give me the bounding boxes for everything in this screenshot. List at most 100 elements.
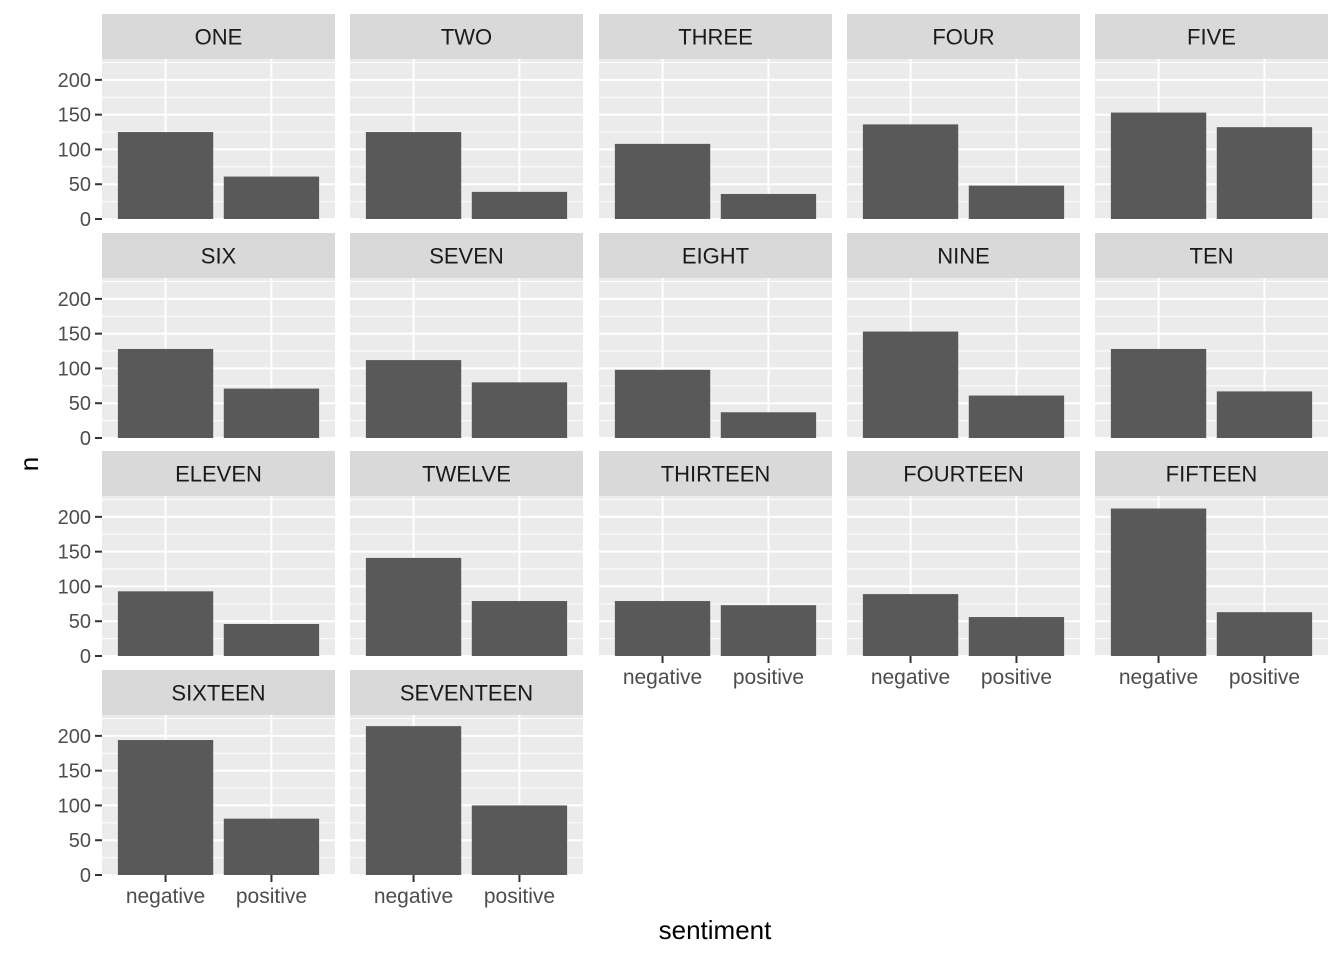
bar-negative: [117, 591, 214, 656]
facet-strip-label: NINE: [937, 244, 990, 269]
bar-positive: [471, 382, 568, 438]
facet-strip-label: FOUR: [932, 25, 994, 50]
bar-positive: [471, 601, 568, 656]
y-tick-label: 0: [80, 646, 91, 668]
bar-positive: [1216, 127, 1313, 219]
bar-negative: [862, 594, 959, 656]
facet-strip-label: ONE: [195, 25, 243, 50]
x-tick-label: negative: [374, 885, 453, 908]
x-tick-label: positive: [484, 885, 555, 908]
y-tick-label: 100: [58, 139, 91, 161]
facet-sixteen: SIXTEEN 0 50 100 150 200 negative positive: [58, 670, 335, 908]
y-tick-label: 50: [69, 611, 91, 633]
facet-strip: [1095, 14, 1328, 59]
y-tick-label: 100: [58, 358, 91, 380]
y-tick-label: 200: [58, 726, 91, 748]
y-tick-label: 150: [58, 761, 91, 783]
facet-strip-label: SEVENTEEN: [400, 681, 533, 706]
y-tick-label: 0: [80, 428, 91, 450]
bar-positive: [968, 617, 1065, 656]
facet-strip: [350, 233, 583, 278]
y-tick-label: 100: [58, 795, 91, 817]
facet-eight: EIGHT: [599, 233, 832, 439]
bar-negative: [365, 557, 462, 656]
y-tick-label: 150: [58, 324, 91, 346]
facet-twelve: TWELVE: [350, 451, 583, 657]
facet-strip-label: FIFTEEN: [1166, 462, 1258, 487]
bar-positive: [968, 395, 1065, 438]
x-tick-label: positive: [981, 666, 1052, 689]
facet-strip: [847, 233, 1080, 278]
facet-strip-label: ELEVEN: [175, 462, 262, 487]
facet-eleven: ELEVEN 0 50 100 150 200: [58, 451, 335, 668]
facet-three: THREE: [599, 14, 832, 220]
facet-strip: [350, 14, 583, 59]
facet-strip-label: SIXTEEN: [171, 681, 265, 706]
bar-positive: [720, 412, 817, 438]
facet-nine: NINE: [847, 233, 1080, 439]
facet-strip-label: EIGHT: [682, 244, 749, 269]
facet-seventeen: SEVENTEEN negative positive: [350, 670, 583, 908]
bar-negative: [117, 132, 214, 219]
bar-positive: [968, 185, 1065, 219]
y-tick-label: 50: [69, 393, 91, 415]
facet-strip: [599, 451, 832, 496]
facet-strip-label: TEN: [1190, 244, 1234, 269]
facet-strip-label: SEVEN: [429, 244, 504, 269]
facet-strip: [1095, 233, 1328, 278]
facet-strip: [847, 451, 1080, 496]
facet-strip-label: THREE: [678, 25, 753, 50]
facet-strip: [599, 233, 832, 278]
bar-positive: [720, 605, 817, 656]
bar-positive: [223, 388, 320, 438]
facet-strip: [102, 14, 335, 59]
x-tick-label: positive: [733, 666, 804, 689]
facet-strip: [102, 451, 335, 496]
facet-thirteen: THIRTEEN negative positive: [599, 451, 832, 689]
bar-negative: [862, 331, 959, 438]
x-tick-label: negative: [1119, 666, 1198, 689]
y-tick-label: 200: [58, 507, 91, 529]
facet-strip: [1095, 451, 1328, 496]
facet-strip: [847, 14, 1080, 59]
facet-strip: [350, 670, 583, 715]
y-tick-label: 50: [69, 830, 91, 852]
bar-positive: [223, 176, 320, 219]
bar-negative: [614, 601, 711, 656]
x-tick-label: negative: [126, 885, 205, 908]
bar-negative: [365, 360, 462, 438]
facet-strip: [350, 451, 583, 496]
facet-strip-label: THIRTEEN: [661, 462, 771, 487]
bar-negative: [117, 740, 214, 875]
x-tick-label: negative: [623, 666, 702, 689]
bar-positive: [1216, 391, 1313, 438]
y-tick-label: 0: [80, 209, 91, 231]
facet-strip-label: FOURTEEN: [903, 462, 1024, 487]
bar-negative: [365, 132, 462, 219]
y-tick-label: 50: [69, 174, 91, 196]
bar-negative: [614, 143, 711, 219]
y-tick-label: 0: [80, 865, 91, 887]
bar-negative: [117, 348, 214, 438]
facet-ten: TEN: [1095, 233, 1328, 439]
facet-fourteen: FOURTEEN negative positive: [847, 451, 1080, 689]
bar-negative: [614, 369, 711, 438]
bar-positive: [471, 191, 568, 219]
facet-strip-label: FIVE: [1187, 25, 1236, 50]
facet-two: TWO: [350, 14, 583, 220]
facet-strip: [599, 14, 832, 59]
x-tick-label: negative: [871, 666, 950, 689]
facet-strip-label: TWO: [441, 25, 492, 50]
y-tick-label: 150: [58, 105, 91, 127]
bar-positive: [223, 818, 320, 875]
facet-strip: [102, 233, 335, 278]
facet-five: FIVE: [1095, 14, 1328, 220]
bar-positive: [720, 193, 817, 219]
facet-fifteen: FIFTEEN negative positive: [1095, 451, 1328, 689]
bar-positive: [223, 624, 320, 656]
y-tick-label: 200: [58, 70, 91, 92]
facet-strip: [102, 670, 335, 715]
facet-six: SIX 0 50 100 150 200: [58, 233, 335, 450]
bar-positive: [1216, 612, 1313, 656]
facet-strip-label: TWELVE: [422, 462, 511, 487]
